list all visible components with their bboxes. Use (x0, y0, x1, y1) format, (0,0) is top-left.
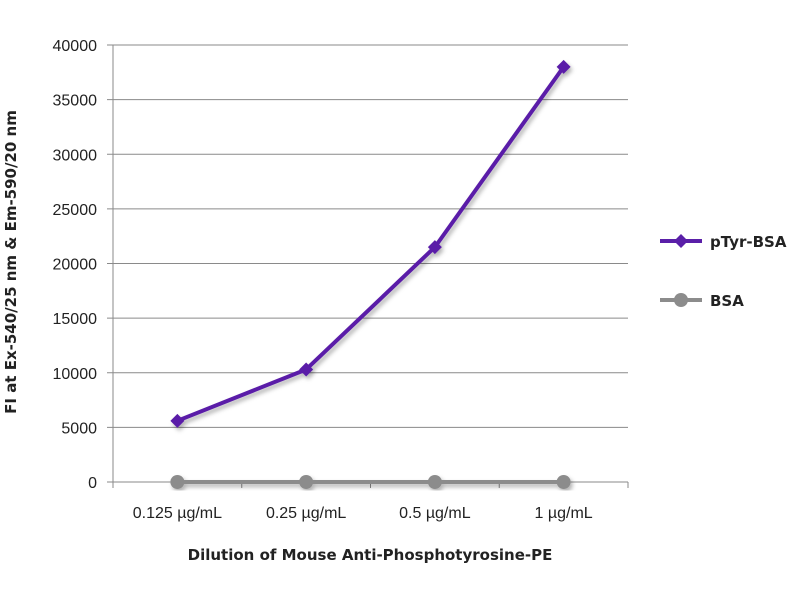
y-tick-label: 15000 (53, 311, 98, 328)
series-ptyr-bsa (170, 59, 571, 428)
data-point (427, 240, 442, 255)
y-tick-label: 25000 (53, 202, 98, 219)
y-tick-label: 40000 (53, 38, 98, 55)
data-point (427, 475, 442, 489)
legend-marker (674, 293, 688, 307)
series-bsa (170, 475, 571, 489)
legend-marker (674, 234, 688, 248)
x-axis-title: Dilution of Mouse Anti-Phosphotyrosine-P… (188, 546, 553, 564)
y-tick-label: 10000 (53, 366, 98, 383)
data-point (299, 475, 314, 489)
x-tick-label: 0.25 µg/mL (266, 505, 346, 522)
legend-label: BSA (710, 292, 744, 310)
series-layer (170, 59, 571, 489)
series-line (175, 64, 566, 423)
y-tick-label: 20000 (53, 257, 98, 274)
data-point (170, 475, 185, 489)
gridlines (113, 44, 628, 428)
legend-label: pTyr-BSA (710, 233, 787, 251)
x-axis-ticks: 0.125 µg/mL 0.25 µg/mL 0.5 µg/mL 1 µg/mL (112, 482, 629, 522)
data-point (299, 362, 314, 377)
x-tick-label: 0.125 µg/mL (133, 505, 222, 522)
x-tick-label: 1 µg/mL (535, 505, 593, 522)
data-point (556, 475, 571, 489)
legend-entry: BSA (660, 292, 744, 310)
legend: pTyr-BSA BSA (660, 233, 787, 310)
y-tick-label: 0 (88, 475, 97, 492)
y-tick-label: 35000 (53, 93, 98, 110)
data-point (170, 413, 185, 428)
legend-entry: pTyr-BSA (660, 233, 787, 251)
y-tick-label: 30000 (53, 147, 98, 164)
y-axis-title: FI at Ex-540/25 nm & Em-590/20 nm (2, 110, 20, 414)
y-axis-ticks: 0 5000 10000 15000 20000 25000 30000 35000 40000 (53, 38, 113, 492)
x-tick-label: 0.5 µg/mL (399, 505, 471, 522)
y-tick-label: 5000 (61, 420, 97, 437)
data-point (556, 59, 571, 74)
